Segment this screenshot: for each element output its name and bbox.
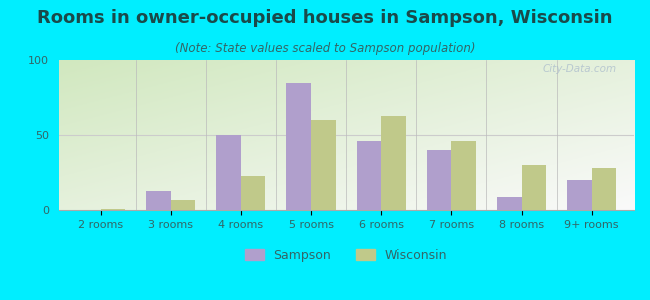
Bar <box>101 208 125 210</box>
Bar <box>241 176 265 210</box>
Bar <box>451 141 476 210</box>
Bar <box>427 150 451 210</box>
Bar <box>521 165 546 210</box>
Text: City-Data.com: City-Data.com <box>542 64 616 74</box>
Bar <box>171 200 195 210</box>
Text: Rooms in owner-occupied houses in Sampson, Wisconsin: Rooms in owner-occupied houses in Sampso… <box>37 9 613 27</box>
Bar <box>287 82 311 210</box>
Bar <box>146 190 171 210</box>
Bar <box>592 168 616 210</box>
Text: (Note: State values scaled to Sampson population): (Note: State values scaled to Sampson po… <box>175 42 475 55</box>
Bar <box>567 180 592 210</box>
Bar <box>216 135 241 210</box>
Bar <box>311 120 335 210</box>
Bar <box>381 116 406 210</box>
Legend: Sampson, Wisconsin: Sampson, Wisconsin <box>240 244 452 267</box>
Bar <box>497 196 521 210</box>
Bar <box>357 141 381 210</box>
